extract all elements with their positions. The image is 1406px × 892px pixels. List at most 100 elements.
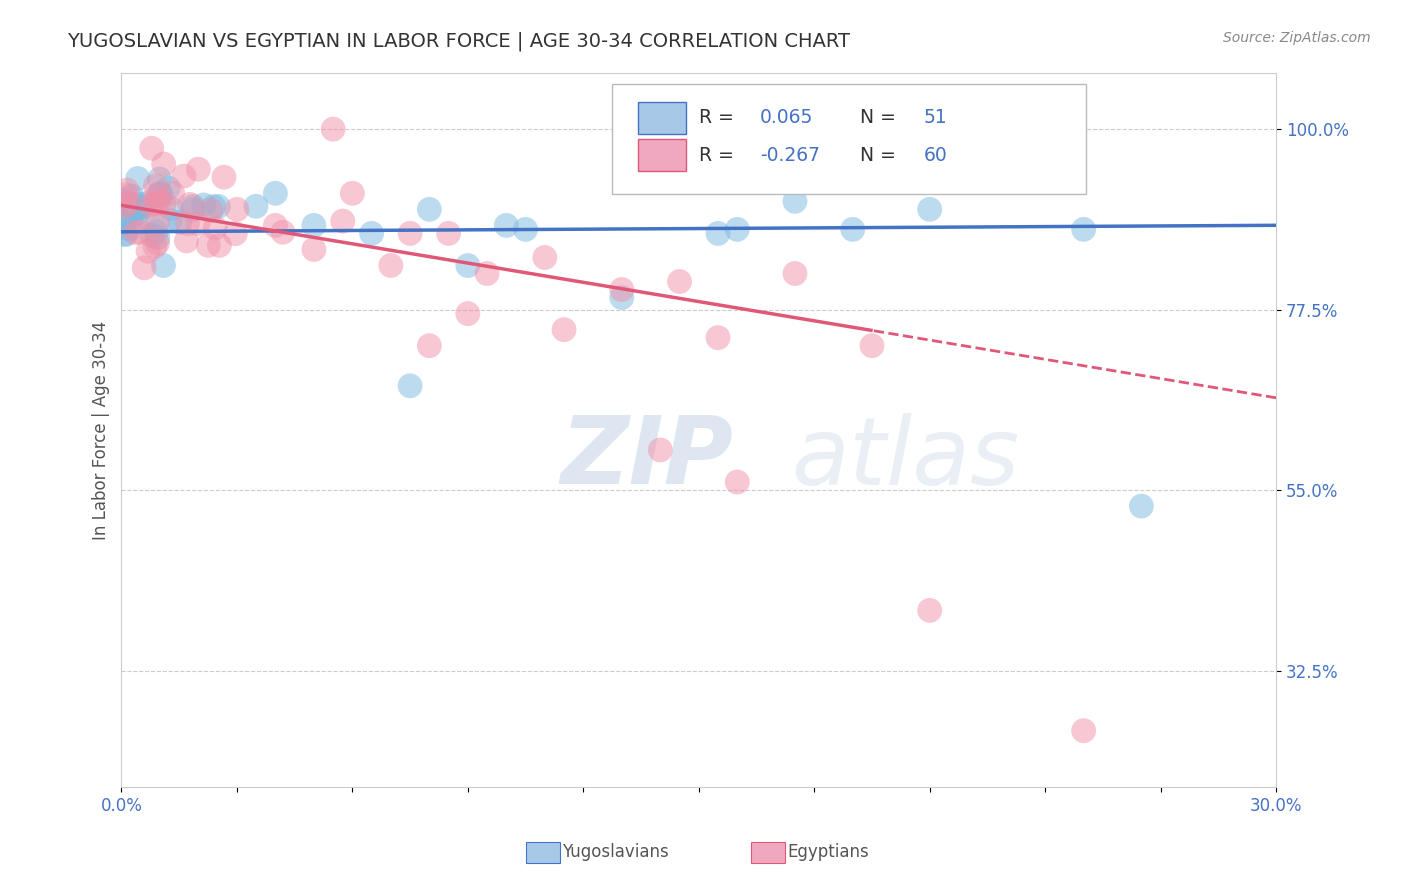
- Point: [193, 198, 215, 212]
- Point: [136, 244, 159, 259]
- Point: [271, 225, 294, 239]
- Text: R =: R =: [699, 145, 740, 164]
- Point: [918, 603, 941, 617]
- Point: [495, 219, 517, 233]
- Point: [841, 222, 863, 236]
- Point: [332, 214, 354, 228]
- Point: [125, 207, 148, 221]
- Y-axis label: In Labor Force | Age 30-34: In Labor Force | Age 30-34: [93, 320, 110, 540]
- Point: [162, 186, 184, 201]
- Point: [135, 211, 157, 225]
- Point: [475, 267, 498, 281]
- Point: [342, 186, 364, 201]
- Point: [302, 243, 325, 257]
- Point: [264, 186, 287, 201]
- Point: [418, 339, 440, 353]
- Point: [187, 162, 209, 177]
- Text: ZIP: ZIP: [560, 412, 733, 505]
- Text: atlas: atlas: [792, 413, 1019, 504]
- Point: [117, 195, 139, 210]
- Text: Yugoslavians: Yugoslavians: [562, 843, 669, 861]
- Point: [152, 259, 174, 273]
- Point: [150, 187, 173, 202]
- Point: [159, 213, 181, 227]
- Point: [302, 219, 325, 233]
- Point: [650, 442, 672, 457]
- Point: [176, 217, 198, 231]
- Point: [114, 187, 136, 202]
- Text: YUGOSLAVIAN VS EGYPTIAN IN LABOR FORCE | AGE 30-34 CORRELATION CHART: YUGOSLAVIAN VS EGYPTIAN IN LABOR FORCE |…: [67, 31, 851, 51]
- Point: [173, 169, 195, 183]
- Point: [134, 260, 156, 275]
- Point: [457, 307, 479, 321]
- Point: [114, 199, 136, 213]
- Point: [114, 227, 136, 241]
- Point: [181, 199, 204, 213]
- Point: [127, 171, 149, 186]
- Point: [457, 259, 479, 273]
- Point: [1130, 499, 1153, 513]
- Point: [134, 196, 156, 211]
- Point: [533, 251, 555, 265]
- Point: [725, 222, 748, 236]
- FancyBboxPatch shape: [612, 84, 1085, 194]
- Point: [146, 230, 169, 244]
- Point: [204, 221, 226, 235]
- Point: [208, 238, 231, 252]
- Point: [668, 275, 690, 289]
- Point: [437, 227, 460, 241]
- Point: [114, 227, 136, 242]
- Point: [200, 203, 222, 218]
- Point: [131, 200, 153, 214]
- Point: [860, 339, 883, 353]
- FancyBboxPatch shape: [637, 139, 686, 170]
- Point: [141, 228, 163, 243]
- Point: [114, 208, 136, 222]
- Point: [127, 202, 149, 216]
- Point: [515, 222, 537, 236]
- Point: [129, 225, 152, 239]
- Point: [610, 283, 633, 297]
- Point: [148, 188, 170, 202]
- Point: [145, 178, 167, 193]
- Point: [399, 227, 422, 241]
- Point: [187, 217, 209, 231]
- Point: [783, 194, 806, 209]
- Text: 0.065: 0.065: [761, 109, 813, 128]
- Point: [114, 216, 136, 230]
- Point: [176, 234, 198, 248]
- Point: [141, 141, 163, 155]
- Point: [121, 189, 143, 203]
- Point: [918, 202, 941, 217]
- Point: [380, 259, 402, 273]
- Point: [707, 227, 730, 241]
- Point: [141, 198, 163, 212]
- Point: [418, 202, 440, 217]
- Point: [169, 215, 191, 229]
- Point: [145, 196, 167, 211]
- Point: [725, 475, 748, 489]
- Point: [245, 199, 267, 213]
- Point: [148, 172, 170, 186]
- Point: [127, 197, 149, 211]
- Point: [610, 291, 633, 305]
- Point: [115, 183, 138, 197]
- Point: [207, 199, 229, 213]
- Text: N =: N =: [860, 109, 903, 128]
- Point: [224, 227, 246, 241]
- Point: [145, 188, 167, 202]
- Point: [143, 239, 166, 253]
- Point: [153, 197, 176, 211]
- Point: [202, 200, 225, 214]
- Point: [148, 195, 170, 210]
- Point: [197, 238, 219, 252]
- FancyBboxPatch shape: [637, 103, 686, 134]
- Point: [145, 225, 167, 239]
- Point: [120, 209, 142, 223]
- Point: [322, 122, 344, 136]
- Point: [117, 198, 139, 212]
- Point: [146, 216, 169, 230]
- Text: Egyptians: Egyptians: [787, 843, 869, 861]
- Point: [157, 181, 180, 195]
- Point: [114, 196, 136, 211]
